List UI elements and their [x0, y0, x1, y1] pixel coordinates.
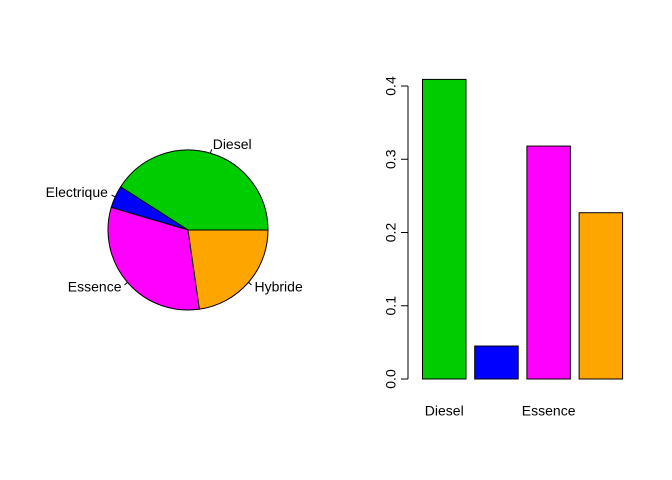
y-tick-label: 0.2	[383, 223, 399, 243]
pie-label-diesel: Diesel	[213, 136, 252, 152]
bar-diesel	[422, 78, 467, 380]
bar-essence	[526, 145, 571, 380]
x-tick-label-essence: Essence	[522, 403, 576, 419]
pie-leader-hybride	[248, 282, 252, 286]
pie-label-electrique: Electrique	[46, 184, 108, 200]
bar-electrique	[474, 345, 519, 380]
pie-slice-hybride	[187, 229, 269, 310]
bar-hybride	[578, 212, 624, 380]
pie-chart: Diesel Electrique Essence Hybride	[46, 136, 303, 311]
pie-leader-essence	[124, 282, 128, 286]
y-tick-label: 0.0	[383, 369, 399, 389]
y-tick-label: 0.1	[383, 296, 399, 316]
pie-leader-electrique	[111, 194, 116, 198]
x-tick-label-diesel: Diesel	[425, 403, 464, 419]
bar-chart: 0.0 0.1 0.2 0.3 0.4 Diesel Essence	[383, 76, 624, 419]
y-tick-label: 0.4	[383, 76, 399, 96]
y-tick-label: 0.3	[383, 149, 399, 169]
pie-label-hybride: Hybride	[255, 278, 303, 294]
pie-leader-diesel	[209, 149, 213, 154]
pie-label-essence: Essence	[68, 278, 122, 294]
